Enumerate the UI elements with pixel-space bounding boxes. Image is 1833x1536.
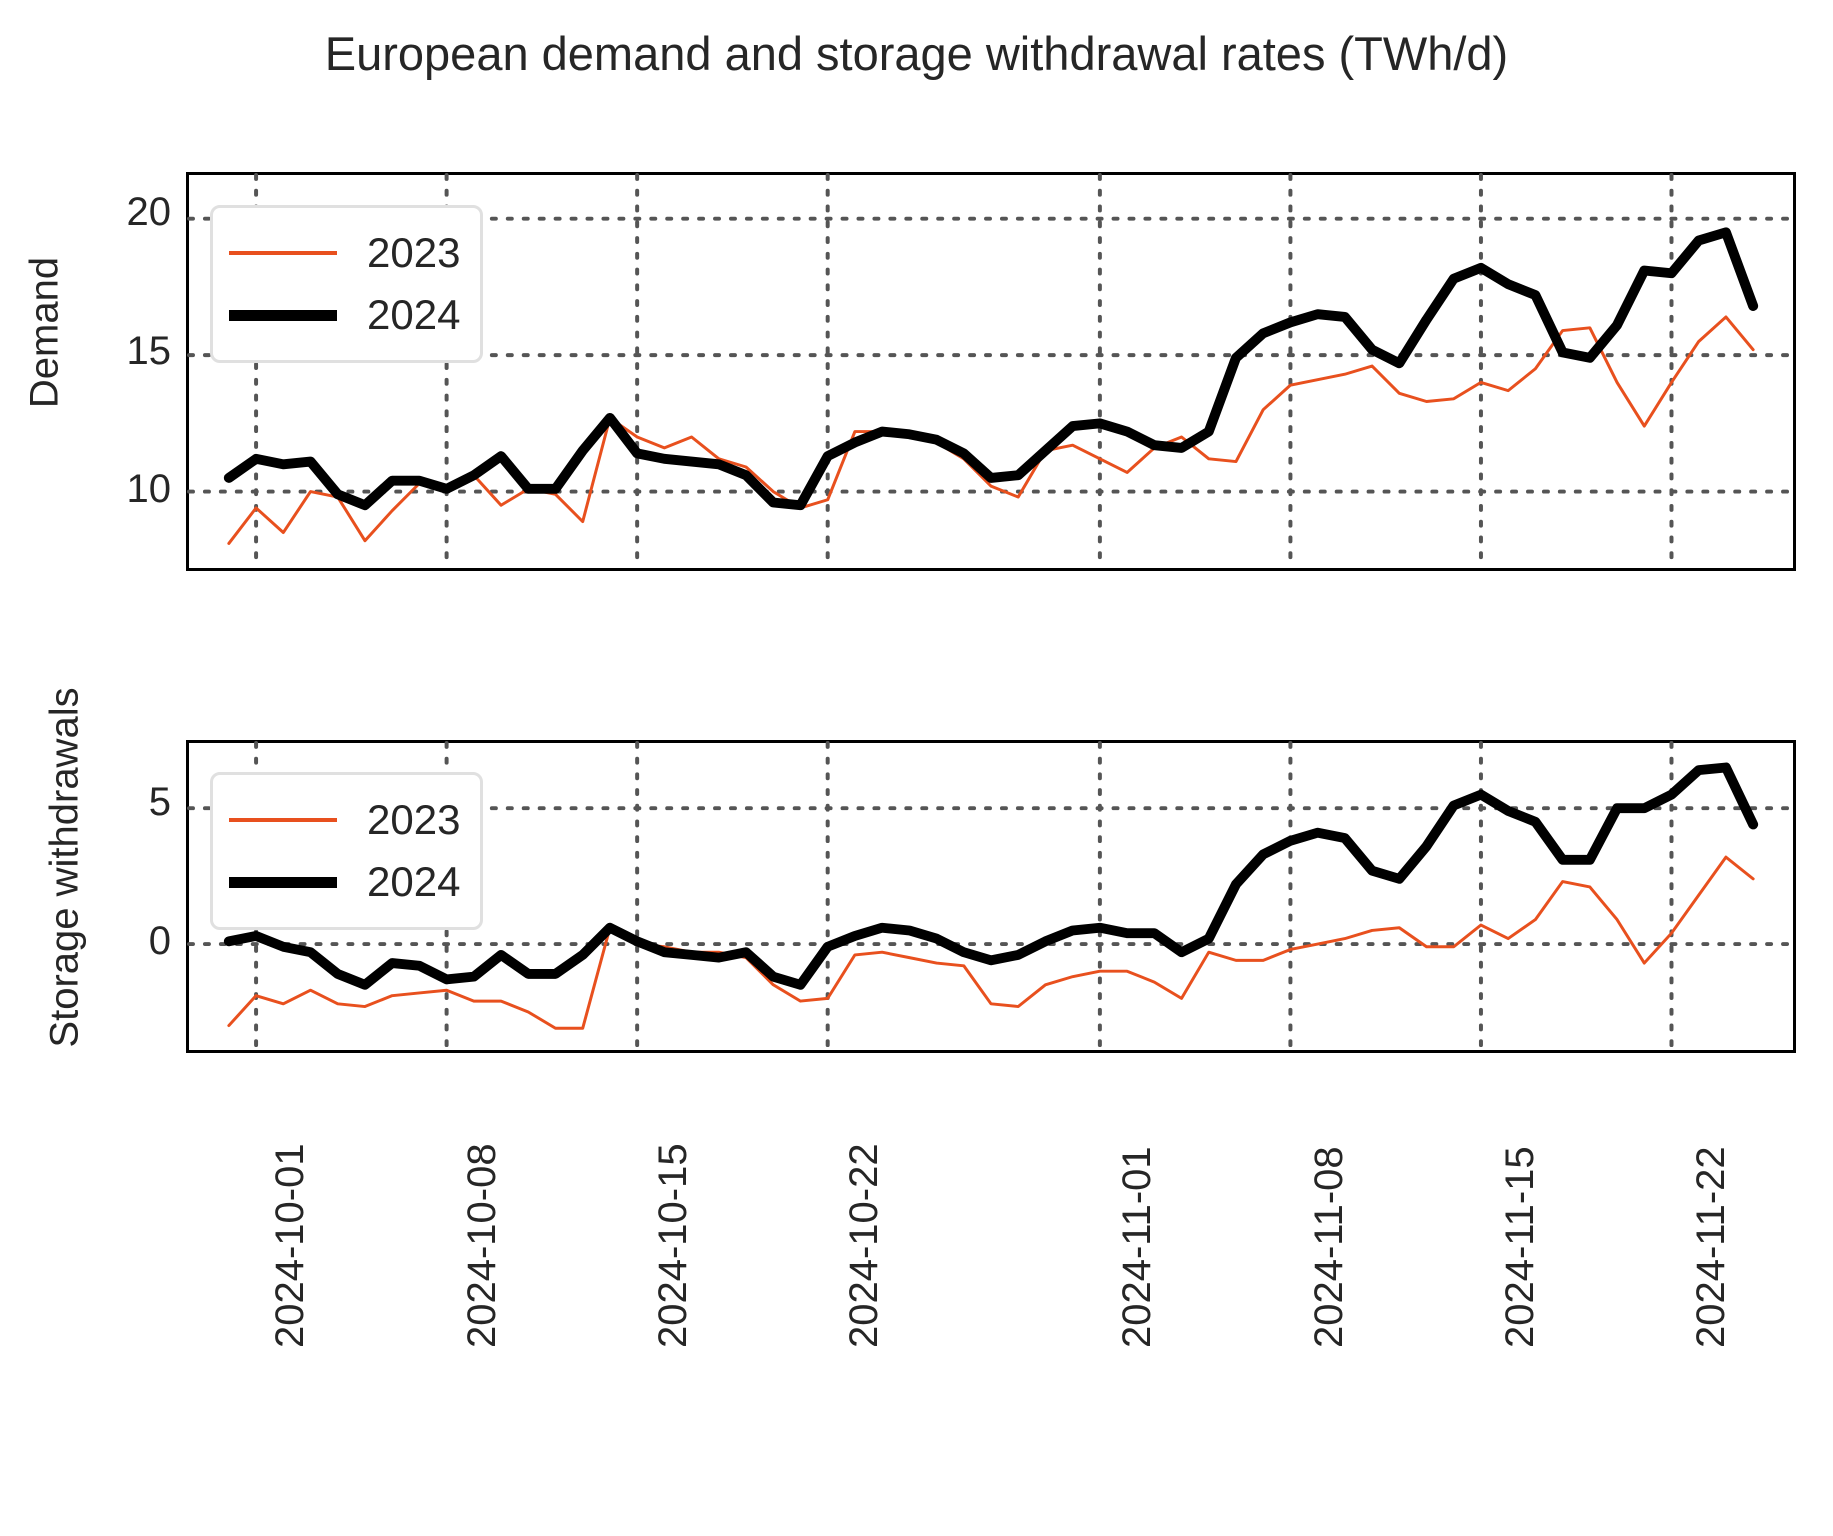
storage-axis-label: Storage withdrawals (42, 687, 87, 1048)
y-tick-label: 15 (126, 328, 172, 373)
legend-swatch-2023-icon (229, 251, 337, 255)
legend-label-2024: 2024 (367, 858, 461, 905)
x-tick-label: 2024-11-22 (1689, 1146, 1734, 1348)
x-tick-label: 2024-11-08 (1306, 1146, 1351, 1348)
demand-plot-area (186, 172, 1796, 571)
legend-swatch-2024-icon (229, 309, 337, 321)
legend-row-2024: 2024 (229, 284, 460, 346)
demand-legend: 2023 2024 (210, 205, 484, 363)
demand-axis-label: Demand (22, 256, 67, 409)
x-tick-label: 2024-10-22 (842, 1143, 887, 1348)
y-tick-label: 5 (148, 780, 171, 825)
legend-label-2023: 2023 (367, 229, 461, 276)
legend-row-2023: 2023 (229, 222, 460, 284)
series-line-2023 (227, 855, 1755, 1030)
series-line-2023 (227, 315, 1755, 545)
y-tick-label: 0 (148, 918, 171, 963)
legend-row-2023: 2023 (229, 789, 460, 851)
legend-swatch-2024-icon (229, 876, 337, 888)
page-title: European demand and storage withdrawal r… (324, 27, 1509, 80)
legend-label-2024: 2024 (367, 291, 461, 338)
x-tick-label: 2024-11-01 (1115, 1146, 1160, 1348)
demand-plot-svg (187, 173, 1795, 570)
x-tick-label: 2024-10-01 (268, 1143, 313, 1348)
storage-legend: 2023 2024 (210, 772, 484, 930)
x-tick-label: 2024-10-15 (650, 1143, 695, 1348)
y-tick-label: 10 (126, 467, 172, 512)
storage-plot-area (186, 740, 1796, 1053)
x-tick-label: 2024-10-08 (459, 1143, 504, 1348)
legend-row-2024: 2024 (229, 851, 460, 913)
storage-plot-svg (187, 741, 1795, 1052)
y-tick-label: 20 (126, 190, 172, 235)
x-tick-label: 2024-11-15 (1497, 1146, 1542, 1348)
legend-swatch-2023-icon (229, 818, 337, 822)
legend-label-2023: 2023 (367, 796, 461, 843)
series-line-2024 (223, 762, 1759, 990)
series-line-2024 (223, 227, 1759, 511)
